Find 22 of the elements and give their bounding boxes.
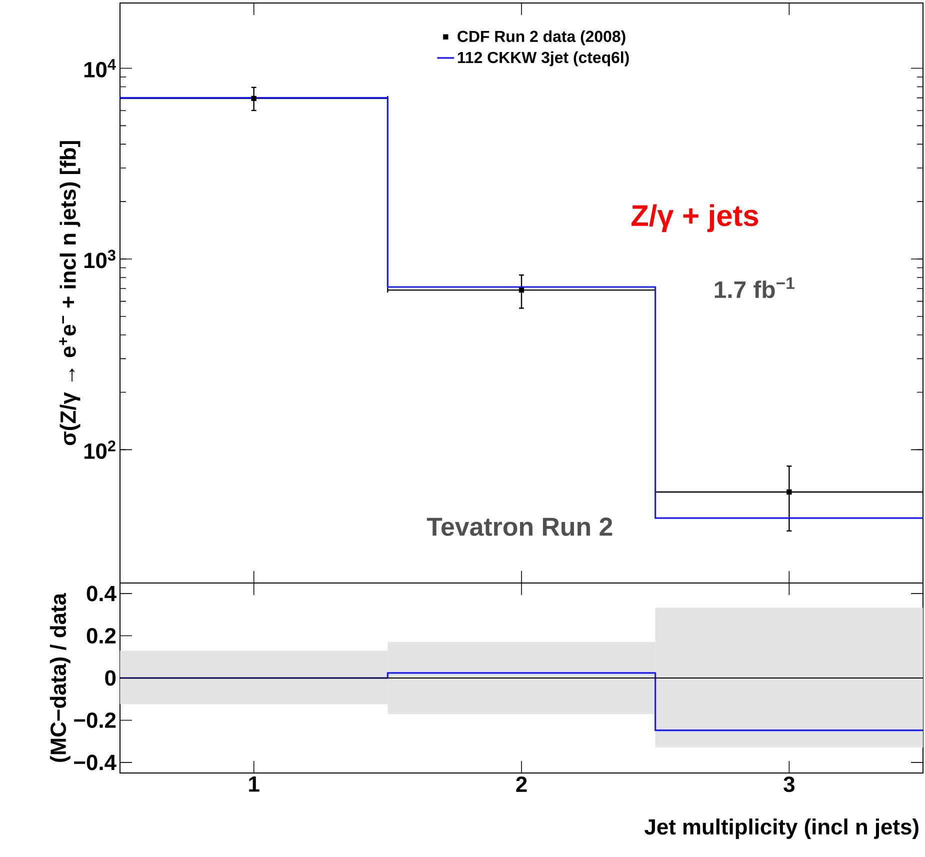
y-axis-title: (MC−data) / data [50, 592, 70, 762]
x-tick-label: 3 [784, 776, 794, 792]
legend-label: CDF Run 2 data (2008) [458, 30, 626, 46]
legend-label: 112 CKKW 3jet (cteq6l) [458, 51, 629, 66]
annotation: Z/γ + jets [631, 204, 758, 232]
x-tick-label: 1 [249, 776, 260, 792]
y-tick-label: 10$^{3}$ [84, 250, 116, 268]
y-axis-title: σ(Z/γ → e$^{+}$e$^{−}$ + incl n jets) [fb] [59, 141, 80, 446]
y-tick-label: 0.2 [86, 628, 116, 644]
point [518, 287, 524, 293]
y-tick-label: −0.2 [74, 712, 116, 728]
annotation: Tevatron Run 2 [426, 518, 612, 536]
annotation: 1.7 fb$^{−1}$ [714, 277, 794, 298]
y-tick-label: 0 [105, 670, 116, 686]
y-tick-label: −0.4 [74, 754, 116, 770]
x-tick-label: 2 [516, 776, 527, 792]
point [786, 489, 792, 495]
y-tick-label: 10$^{4}$ [84, 59, 116, 78]
y-tick-label: 0.4 [86, 586, 116, 602]
point [251, 96, 256, 102]
y-tick-label: 10$^{2}$ [84, 440, 116, 459]
x-axis-title: Jet multiplicity (incl n jets) [644, 818, 918, 839]
